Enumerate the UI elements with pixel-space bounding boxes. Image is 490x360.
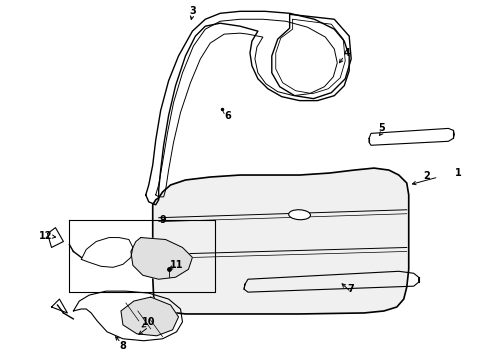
Text: 6: 6 [225,112,231,121]
Text: 3: 3 [189,6,196,16]
Text: 11: 11 [170,260,183,270]
Text: 4: 4 [344,48,350,58]
Text: 8: 8 [120,341,126,351]
Text: 2: 2 [423,171,430,181]
Text: 9: 9 [159,215,166,225]
Text: 7: 7 [348,284,355,294]
Text: 5: 5 [379,123,385,134]
Text: 1: 1 [455,168,462,178]
Text: 12: 12 [39,230,52,240]
Ellipse shape [289,210,311,220]
Text: 10: 10 [142,317,155,327]
Polygon shape [131,238,193,279]
Polygon shape [121,297,178,336]
Polygon shape [153,168,409,314]
